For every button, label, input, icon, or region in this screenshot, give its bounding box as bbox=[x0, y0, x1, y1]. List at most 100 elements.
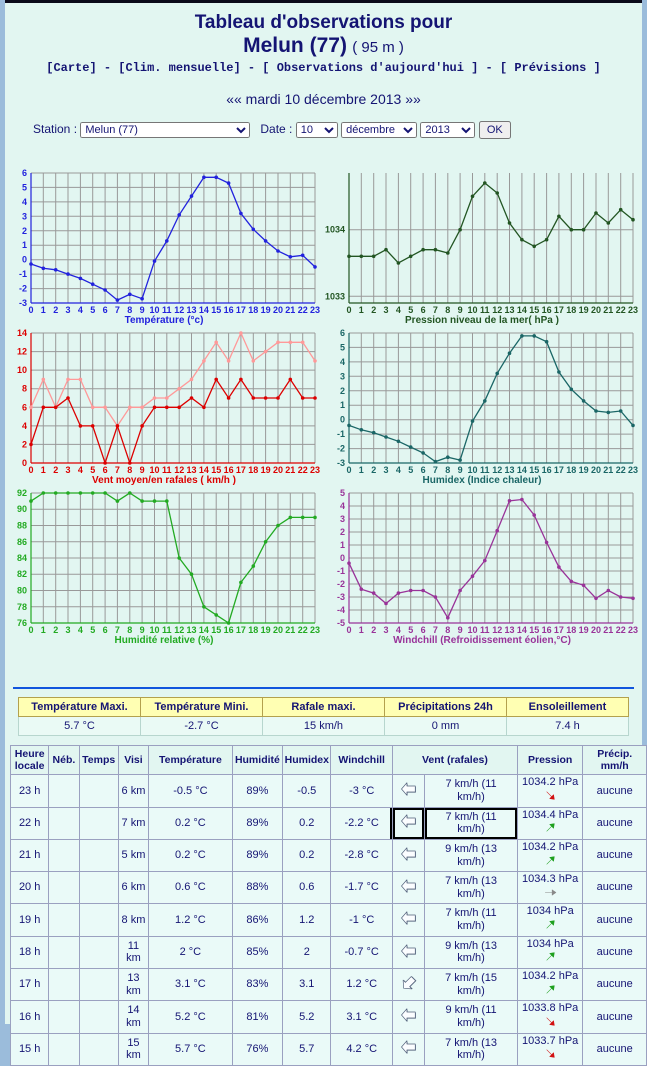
svg-text:16: 16 bbox=[224, 465, 234, 475]
svg-text:11: 11 bbox=[162, 305, 172, 315]
svg-text:3: 3 bbox=[383, 305, 388, 315]
svg-text:17: 17 bbox=[554, 305, 564, 315]
svg-text:-3: -3 bbox=[19, 298, 27, 308]
svg-text:19: 19 bbox=[261, 465, 271, 475]
svg-text:4: 4 bbox=[396, 625, 401, 635]
svg-text:4: 4 bbox=[340, 357, 345, 367]
svg-text:23: 23 bbox=[310, 625, 320, 635]
svg-text:1: 1 bbox=[41, 625, 46, 635]
svg-text:15: 15 bbox=[529, 625, 539, 635]
svg-text:15: 15 bbox=[211, 305, 221, 315]
svg-text:6: 6 bbox=[22, 402, 27, 412]
svg-text:8: 8 bbox=[127, 625, 132, 635]
svg-text:6: 6 bbox=[22, 168, 27, 178]
svg-text:5: 5 bbox=[340, 488, 345, 498]
svg-text:3: 3 bbox=[65, 465, 70, 475]
svg-text:3: 3 bbox=[22, 211, 27, 221]
svg-text:7: 7 bbox=[115, 465, 120, 475]
svg-text:23: 23 bbox=[628, 625, 638, 635]
svg-text:2: 2 bbox=[22, 226, 27, 236]
svg-text:21: 21 bbox=[603, 305, 613, 315]
svg-text:2: 2 bbox=[340, 527, 345, 537]
svg-text:12: 12 bbox=[492, 305, 502, 315]
svg-text:18: 18 bbox=[248, 305, 258, 315]
svg-text:1: 1 bbox=[22, 240, 27, 250]
svg-text:12: 12 bbox=[174, 465, 184, 475]
svg-text:9: 9 bbox=[140, 625, 145, 635]
svg-text:11: 11 bbox=[480, 305, 490, 315]
svg-text:16: 16 bbox=[224, 305, 234, 315]
svg-text:-2: -2 bbox=[337, 444, 345, 454]
svg-text:0: 0 bbox=[340, 415, 345, 425]
svg-text:2: 2 bbox=[371, 465, 376, 475]
svg-text:7: 7 bbox=[433, 625, 438, 635]
svg-text:8: 8 bbox=[127, 305, 132, 315]
svg-text:88: 88 bbox=[17, 521, 27, 531]
svg-text:Windchill (Refroidissement éol: Windchill (Refroidissement éolien,°C) bbox=[393, 635, 571, 646]
svg-text:4: 4 bbox=[22, 421, 27, 431]
svg-text:8: 8 bbox=[22, 384, 27, 394]
svg-text:Pression niveau de la mer( hPa: Pression niveau de la mer( hPa ) bbox=[405, 315, 559, 326]
svg-text:1: 1 bbox=[41, 465, 46, 475]
svg-text:-5: -5 bbox=[337, 618, 345, 628]
svg-text:5: 5 bbox=[340, 343, 345, 353]
svg-text:14: 14 bbox=[517, 305, 527, 315]
svg-text:10: 10 bbox=[467, 305, 477, 315]
svg-text:Température (°c): Température (°c) bbox=[125, 315, 204, 326]
svg-text:12: 12 bbox=[492, 465, 502, 475]
svg-text:21: 21 bbox=[603, 465, 613, 475]
svg-text:18: 18 bbox=[566, 625, 576, 635]
svg-text:19: 19 bbox=[261, 305, 271, 315]
svg-text:80: 80 bbox=[17, 586, 27, 596]
svg-text:0: 0 bbox=[346, 305, 351, 315]
svg-text:22: 22 bbox=[616, 625, 626, 635]
svg-text:92: 92 bbox=[17, 488, 27, 498]
svg-text:21: 21 bbox=[285, 465, 295, 475]
svg-text:78: 78 bbox=[17, 602, 27, 612]
svg-text:9: 9 bbox=[458, 625, 463, 635]
svg-text:0: 0 bbox=[346, 465, 351, 475]
svg-text:1: 1 bbox=[340, 400, 345, 410]
svg-text:7: 7 bbox=[115, 625, 120, 635]
svg-text:20: 20 bbox=[273, 305, 283, 315]
svg-text:22: 22 bbox=[616, 305, 626, 315]
svg-text:-2: -2 bbox=[19, 284, 27, 294]
svg-text:9: 9 bbox=[140, 465, 145, 475]
svg-text:Vent moyen/en rafales ( km/h ): Vent moyen/en rafales ( km/h ) bbox=[92, 475, 236, 486]
svg-text:8: 8 bbox=[127, 465, 132, 475]
svg-text:21: 21 bbox=[285, 625, 295, 635]
svg-text:13: 13 bbox=[504, 305, 514, 315]
svg-text:6: 6 bbox=[103, 305, 108, 315]
svg-text:15: 15 bbox=[529, 305, 539, 315]
svg-text:0: 0 bbox=[28, 305, 33, 315]
svg-text:11: 11 bbox=[162, 465, 172, 475]
svg-text:8: 8 bbox=[445, 305, 450, 315]
svg-text:10: 10 bbox=[149, 305, 159, 315]
svg-text:Humidité relative (%): Humidité relative (%) bbox=[115, 635, 214, 646]
svg-text:18: 18 bbox=[566, 305, 576, 315]
svg-text:4: 4 bbox=[396, 465, 401, 475]
svg-text:6: 6 bbox=[421, 305, 426, 315]
svg-text:13: 13 bbox=[186, 625, 196, 635]
svg-text:17: 17 bbox=[236, 465, 246, 475]
svg-text:15: 15 bbox=[211, 465, 221, 475]
svg-text:14: 14 bbox=[199, 305, 209, 315]
svg-text:10: 10 bbox=[149, 625, 159, 635]
svg-text:21: 21 bbox=[285, 305, 295, 315]
svg-text:7: 7 bbox=[115, 305, 120, 315]
svg-text:2: 2 bbox=[371, 305, 376, 315]
svg-text:12: 12 bbox=[174, 305, 184, 315]
svg-text:9: 9 bbox=[140, 305, 145, 315]
svg-text:Humidex (Indice chaleur): Humidex (Indice chaleur) bbox=[423, 475, 542, 486]
svg-text:-1: -1 bbox=[337, 429, 345, 439]
svg-text:86: 86 bbox=[17, 537, 27, 547]
svg-text:4: 4 bbox=[340, 501, 345, 511]
svg-text:19: 19 bbox=[579, 305, 589, 315]
svg-text:0: 0 bbox=[346, 625, 351, 635]
svg-text:1: 1 bbox=[41, 305, 46, 315]
svg-text:2: 2 bbox=[53, 305, 58, 315]
svg-text:1: 1 bbox=[359, 625, 364, 635]
svg-text:82: 82 bbox=[17, 569, 27, 579]
svg-text:6: 6 bbox=[421, 625, 426, 635]
svg-text:0: 0 bbox=[28, 625, 33, 635]
